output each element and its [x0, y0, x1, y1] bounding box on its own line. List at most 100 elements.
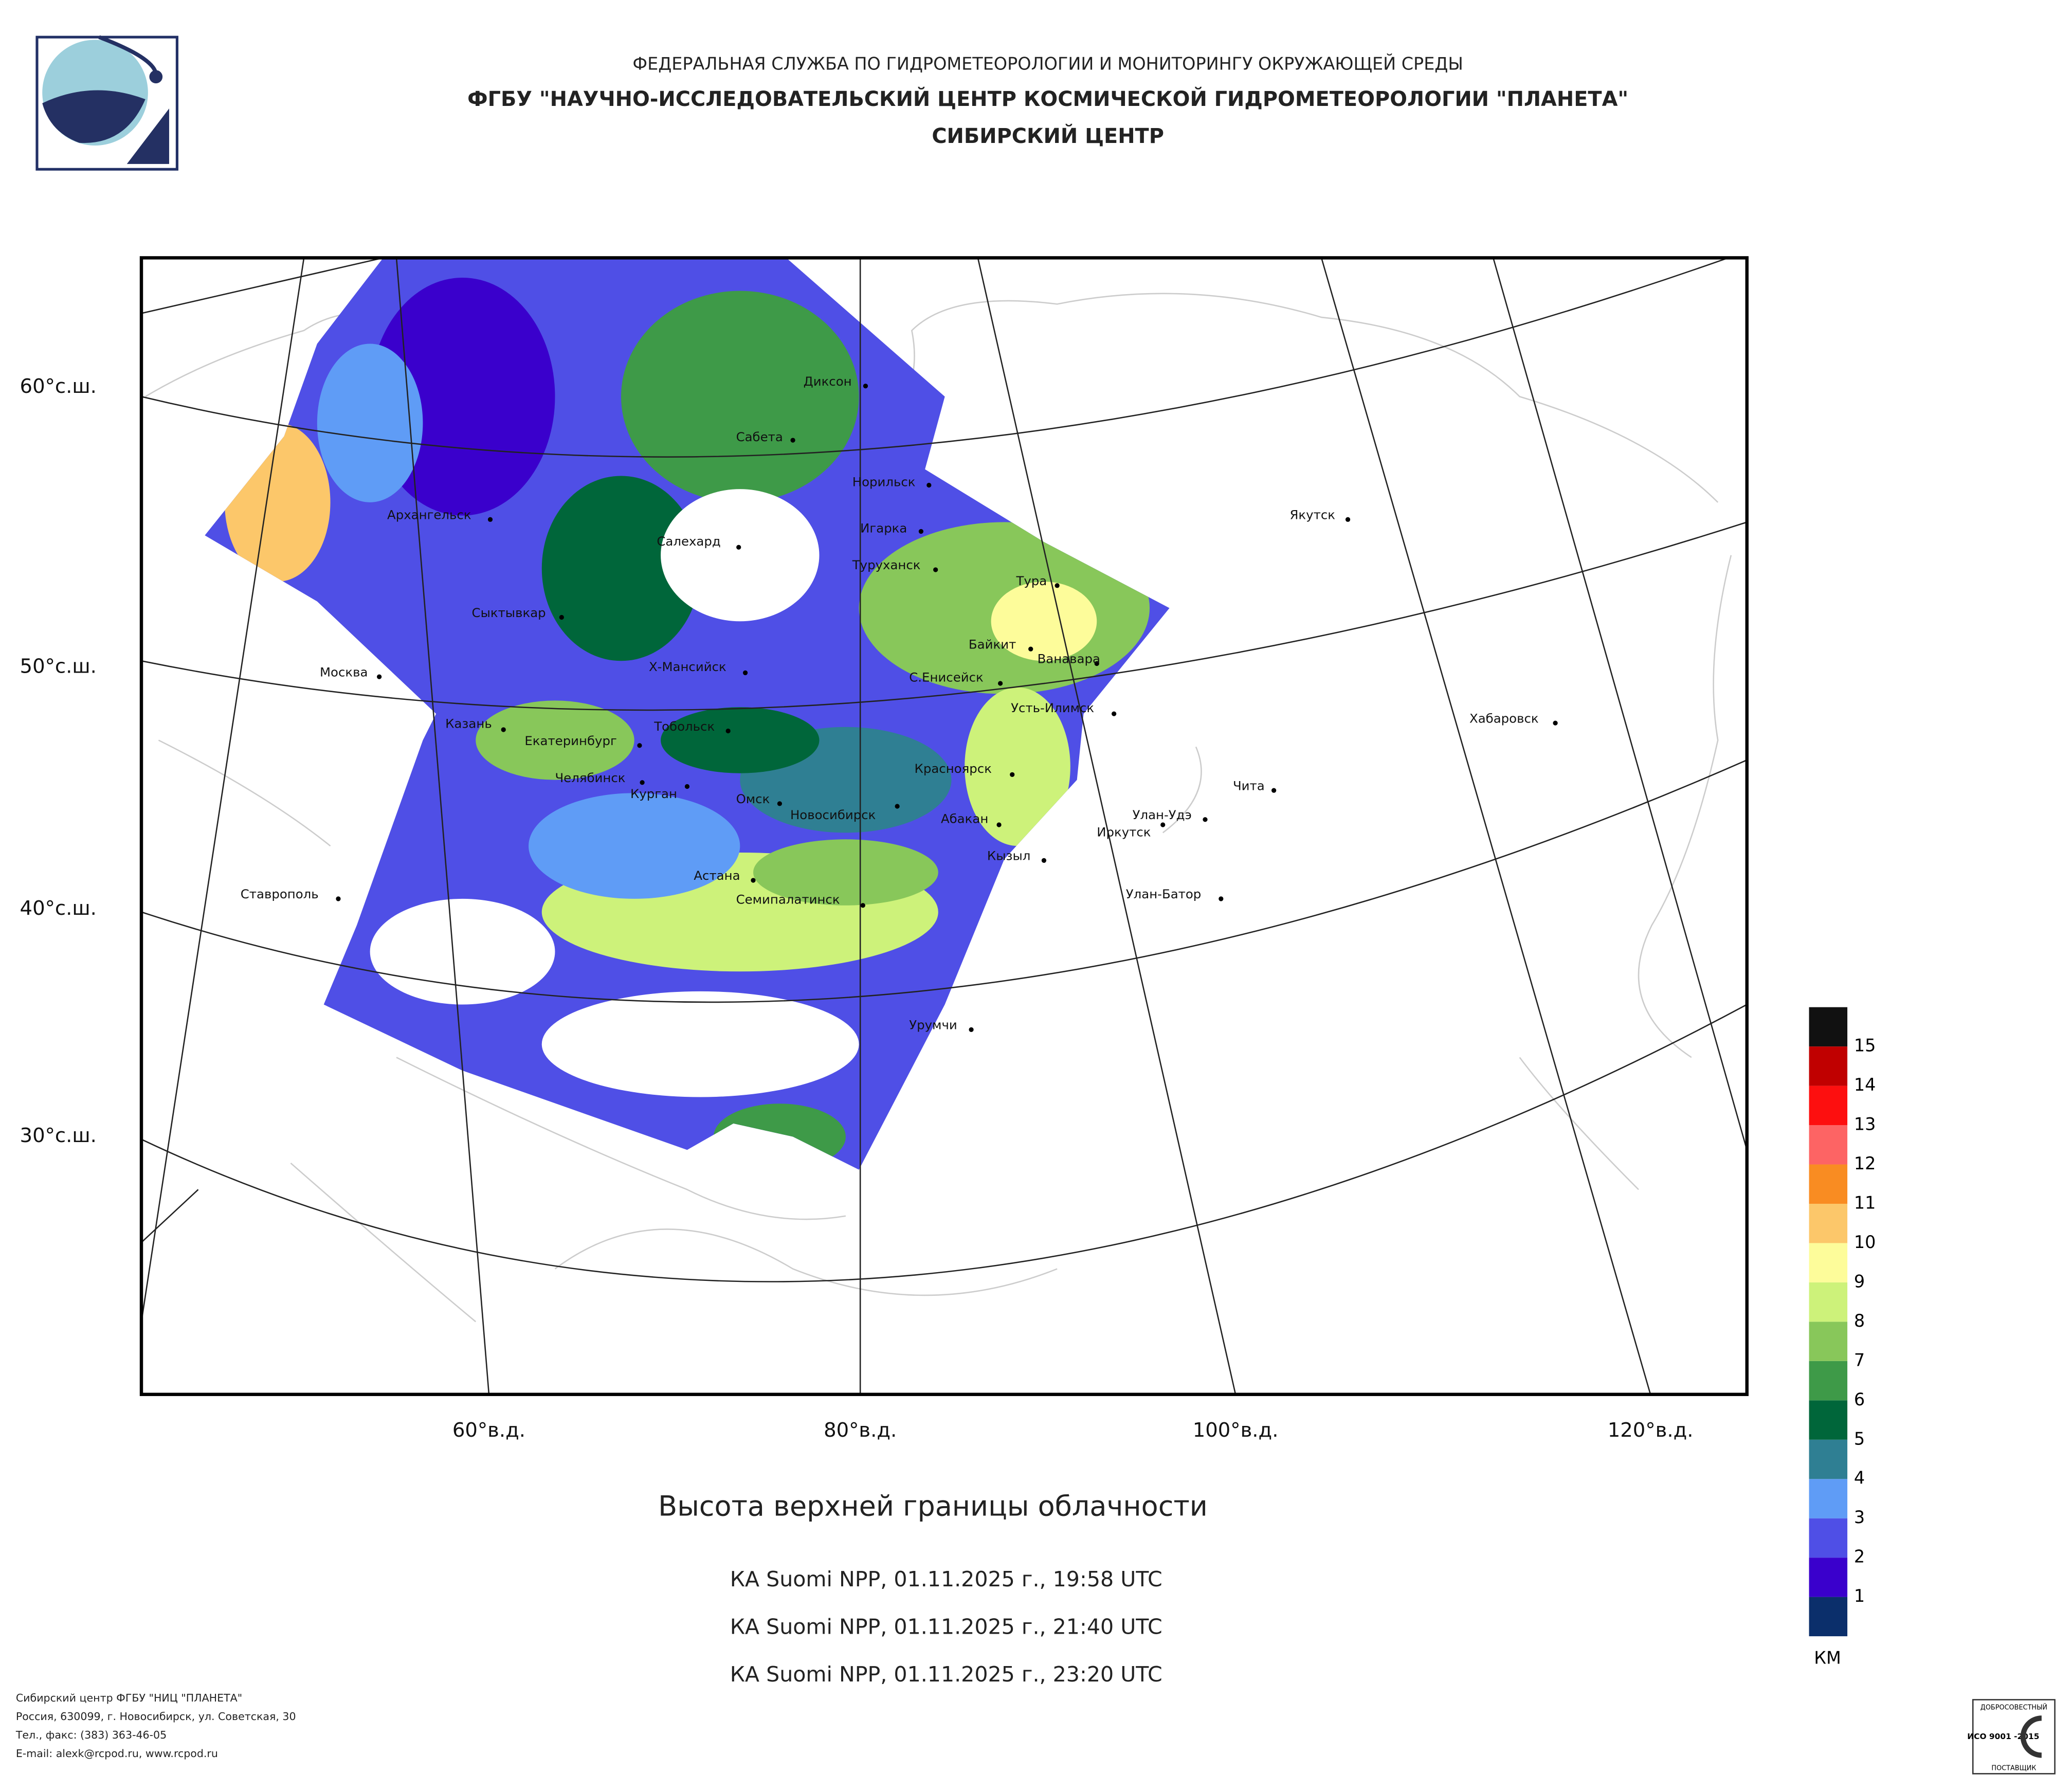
city-dot	[640, 780, 645, 785]
footer-line: Тел., факс: (383) 363-46-05	[15, 1729, 167, 1741]
city-label: Москва	[320, 664, 368, 679]
lat-label: 60°с.ш.	[20, 375, 97, 398]
city-dot	[1055, 583, 1060, 588]
city-label: Игарка	[860, 520, 907, 535]
city-label: Тура	[1015, 573, 1047, 588]
city-dot	[1041, 858, 1047, 863]
city-dot	[336, 896, 341, 901]
city-dot	[1094, 661, 1099, 666]
city-label: Омск	[736, 791, 770, 806]
lon-label: 120°в.д.	[1608, 1419, 1694, 1442]
city-label: Тобольск	[653, 719, 715, 734]
city-dot	[918, 529, 924, 534]
badge-bottom: ПОСТАВЩИК	[1991, 1765, 2036, 1772]
legend-label: 8	[1854, 1311, 1865, 1331]
iso-badge: ДОБРОСОВЕСТНЫЙ ИСО 9001 -2015 ПОСТАВЩИК	[1967, 1699, 2056, 1775]
city-label: Сыктывкар	[472, 605, 546, 620]
badge-code: ИСО 9001 -2015	[1967, 1732, 2039, 1741]
city-label: Якутск	[1289, 508, 1335, 522]
city-dot	[736, 545, 741, 550]
city-label: Курган	[630, 786, 677, 801]
legend-label: 13	[1854, 1114, 1876, 1134]
city-label: Улан-Удэ	[1133, 807, 1192, 822]
legend-cell	[1809, 1400, 1848, 1440]
city-label: Абакан	[941, 811, 988, 826]
badge-top: ДОБРОСОВЕСТНЫЙ	[1980, 1703, 2047, 1711]
city-label: Кызыл	[987, 848, 1030, 863]
legend-cell	[1809, 1558, 1848, 1597]
lat-label: 30°с.ш.	[20, 1124, 97, 1147]
city-dot	[895, 804, 900, 809]
legend-cell	[1809, 1125, 1848, 1165]
city-label: Салехард	[657, 534, 720, 549]
pass: КА Suomi NPP, 01.11.2025 г., 19:58 UTC	[730, 1567, 1162, 1591]
legend-cell	[1809, 1164, 1848, 1204]
city-label: Ванавара	[1038, 652, 1100, 666]
footer-line: Сибирский центр ФГБУ "НИЦ "ПЛАНЕТА"	[16, 1692, 242, 1704]
city-label: Казань	[445, 716, 492, 731]
city-label: Иркутск	[1097, 824, 1151, 839]
city-dot	[501, 727, 506, 732]
city-dot	[725, 728, 731, 734]
city-label: Хабаровск	[1469, 711, 1539, 726]
legend-cell	[1809, 1439, 1848, 1479]
legend-cell	[1809, 1203, 1848, 1243]
city-label: Норильск	[852, 474, 916, 489]
lon-label: 100°в.д.	[1193, 1419, 1279, 1442]
legend-label: 10	[1854, 1232, 1876, 1252]
city-label: Архангельск	[387, 508, 471, 522]
city-dot	[777, 801, 783, 806]
legend-cell	[1809, 1007, 1848, 1047]
pass: КА Suomi NPP, 01.11.2025 г., 21:40 UTC	[730, 1615, 1162, 1639]
city-label: Туруханск	[852, 557, 921, 572]
city-dot	[969, 1027, 974, 1032]
map	[141, 258, 1747, 1395]
footer-line: E-mail: alexk@rcpod.ru, www.rcpod.ru	[16, 1747, 218, 1760]
institute: ФГБУ "НАУЧНО-ИССЛЕДОВАТЕЛЬСКИЙ ЦЕНТР КОС…	[467, 87, 1628, 111]
city-label: Екатеринбург	[524, 733, 616, 748]
city-dot	[742, 670, 748, 676]
lon-label: 80°в.д.	[824, 1419, 897, 1442]
title: Высота верхней границы облачности	[658, 1490, 1208, 1522]
legend-label: 1	[1854, 1586, 1865, 1606]
city-dot	[487, 517, 493, 522]
city-label: Чита	[1233, 778, 1265, 793]
city-dot	[684, 784, 690, 789]
city-dot	[1553, 720, 1558, 726]
legend-cell	[1809, 1322, 1848, 1361]
city-dot	[1112, 711, 1117, 716]
city-dot	[997, 681, 1003, 686]
legend-unit: КМ	[1814, 1648, 1841, 1668]
city-dot	[559, 614, 564, 620]
legend-cell	[1809, 1361, 1848, 1401]
city-dot	[751, 878, 756, 883]
legend-label: 14	[1854, 1075, 1876, 1095]
logo	[35, 35, 178, 171]
city-dot	[790, 438, 795, 443]
legend-label: 3	[1854, 1507, 1865, 1527]
footer-line: Россия, 630099, г. Новосибирск, ул. Сове…	[16, 1710, 296, 1723]
city-dot	[1203, 817, 1208, 822]
legend-cell	[1809, 1518, 1848, 1558]
city-label: Диксон	[804, 374, 852, 389]
legend-cell	[1809, 1479, 1848, 1518]
city-label: Ставрополь	[241, 887, 319, 901]
city-label: Улан-Батор	[1126, 887, 1202, 901]
city-dot	[1010, 772, 1015, 777]
legend-cell	[1809, 1086, 1848, 1126]
legend-label: 6	[1854, 1389, 1865, 1409]
city-dot	[1345, 517, 1351, 522]
city-label: Красноярск	[915, 761, 992, 776]
city-dot	[1219, 896, 1224, 901]
city-dot	[377, 674, 382, 679]
city-label: Усть-Илимск	[1011, 700, 1094, 715]
legend-cell	[1809, 1046, 1848, 1086]
city-label: С.Енисейск	[909, 670, 984, 685]
city-dot	[926, 482, 932, 488]
lat-label: 50°с.ш.	[20, 655, 97, 678]
legend-label: 15	[1854, 1036, 1876, 1056]
city-dot	[996, 822, 1002, 827]
city-label: Новосибирск	[790, 807, 876, 822]
legend-label: 5	[1854, 1428, 1865, 1449]
